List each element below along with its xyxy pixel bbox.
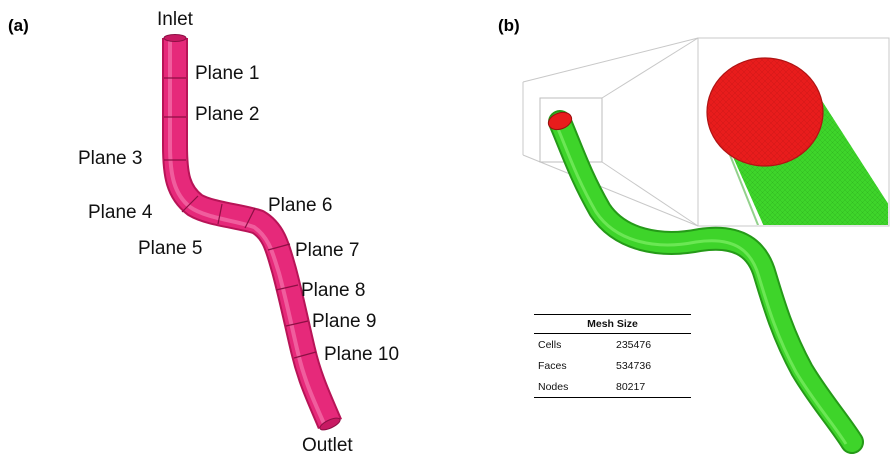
table-row: Faces 534736	[534, 355, 691, 376]
panel-a-label: (a)	[8, 16, 29, 35]
plane-10-marker	[293, 351, 317, 359]
plane-5-label: Plane 5	[138, 238, 202, 259]
plane-3-label: Plane 3	[78, 148, 142, 169]
plane-6-marker	[217, 203, 223, 225]
inlet-label: Inlet	[157, 9, 194, 30]
zoom-box	[697, 37, 890, 227]
zoom-projection	[522, 37, 890, 227]
outlet-label: Outlet	[302, 435, 353, 456]
table-row: Nodes 80217	[534, 376, 691, 397]
cells-label: Cells	[538, 338, 562, 351]
plane-7-label: Plane 7	[295, 240, 359, 261]
faces-value: 534736	[616, 359, 652, 372]
plane-markers	[164, 77, 317, 359]
plane-7-marker	[267, 243, 291, 251]
plane-4-label: Plane 4	[88, 202, 153, 223]
plane-9-label: Plane 9	[312, 311, 376, 332]
faces-label: Faces	[538, 359, 567, 372]
mesh-size-title: Mesh Size	[534, 315, 691, 334]
plane-2-label: Plane 2	[195, 104, 259, 125]
mesh-size-table: Mesh Size Cells 235476 Faces 534736 Node…	[534, 314, 691, 398]
plane-5-marker	[244, 207, 256, 229]
plane-8-marker	[275, 284, 299, 291]
table-row: Cells 235476	[534, 334, 691, 355]
plane-6-label: Plane 6	[268, 195, 332, 216]
zoomed-vessel	[699, 39, 888, 225]
nodes-value: 80217	[616, 380, 646, 393]
plane-8-label: Plane 8	[301, 280, 365, 301]
cells-value: 235476	[616, 338, 652, 351]
green-vessel	[547, 110, 864, 454]
pink-vessel	[162, 34, 342, 431]
plane-9-marker	[285, 320, 309, 327]
plane-10-label: Plane 10	[324, 344, 399, 365]
inlet-cap-small	[547, 111, 573, 131]
plane-1-label: Plane 1	[195, 63, 259, 84]
plane-4-marker	[181, 195, 199, 213]
panel-b-label: (b)	[498, 16, 520, 35]
nodes-label: Nodes	[538, 380, 569, 393]
